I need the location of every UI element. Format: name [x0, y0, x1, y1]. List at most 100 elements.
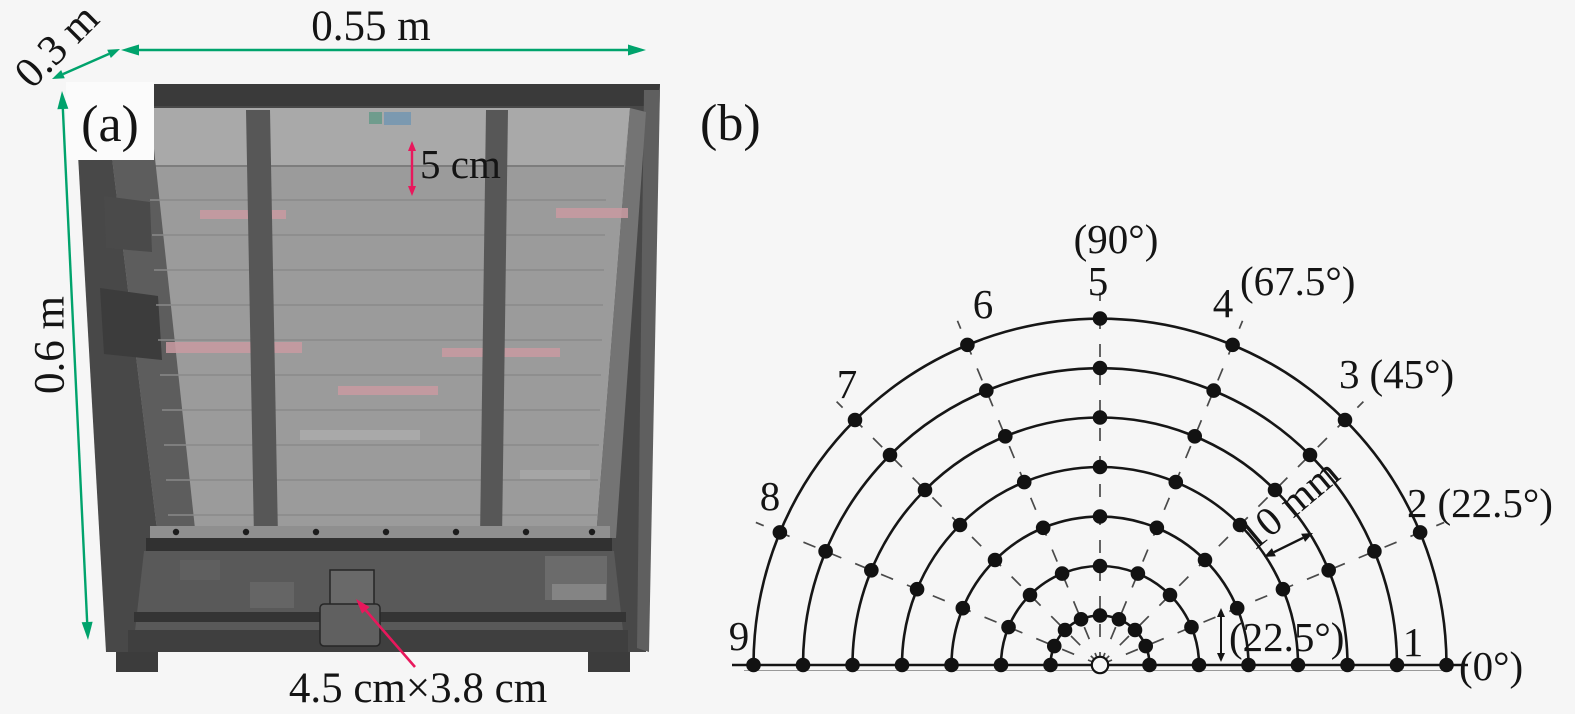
measurement-point [1149, 520, 1165, 536]
measurement-point [1168, 474, 1184, 490]
depth-dim-arrow-head [107, 49, 120, 58]
floor-rail [146, 538, 612, 551]
radial-dashed-line [755, 521, 1101, 666]
ring-spacing-arrow-line [1273, 536, 1304, 554]
measurement-point [818, 544, 833, 559]
outlet-size-label: 4.5 cm×3.8 cm [289, 665, 547, 712]
width-dim-arrow-head [628, 44, 646, 56]
measurement-point [1092, 459, 1108, 475]
teal-patch [369, 112, 382, 124]
measurement-point [1073, 611, 1089, 627]
measurement-point [1439, 657, 1454, 673]
angle-label-22-5: (22.5°) [1438, 480, 1553, 526]
measurement-point [1389, 657, 1405, 673]
height-dim-arrow-line [61, 108, 89, 623]
height-dim-arrow-head [57, 91, 69, 110]
ring-spacing-arrow-head [1264, 548, 1276, 557]
depth-dim-arrow-line [62, 52, 110, 76]
measurement-point [845, 657, 860, 673]
angle-label-0: (0°) [1459, 643, 1523, 689]
measurement-point [1054, 566, 1070, 581]
height-dimension-label: 0.6 m [27, 296, 74, 394]
light-smudge-1 [300, 430, 420, 440]
measurement-point [1043, 657, 1058, 673]
source-center-circle [1090, 655, 1110, 675]
measurement-point [864, 562, 879, 578]
annotation-arrows [52, 44, 1313, 668]
plank-lines [150, 199, 606, 516]
measurement-point [1302, 447, 1318, 463]
outlet-gate-lower [319, 603, 381, 647]
width-dimension-label: 0.55 m [311, 3, 430, 50]
angular-spacing-arrow-head [1217, 608, 1225, 617]
measurement-point [1229, 600, 1245, 616]
measurement-point [1340, 657, 1355, 673]
measurement-point [917, 482, 933, 498]
layer-thickness-label: 5 cm [420, 141, 501, 187]
blue-patch [384, 112, 411, 125]
measurement-point [1206, 383, 1221, 398]
right-post [480, 110, 508, 538]
position-angle-label-2: 2 (22.5°) [1407, 480, 1553, 526]
measurement-point [847, 412, 863, 428]
position-angle-label-3: 3 (45°) [1339, 351, 1454, 397]
measurement-point [1241, 657, 1256, 673]
position-label-5: 5 [1088, 258, 1109, 304]
measurement-point [1092, 410, 1108, 425]
measurement-point [1187, 429, 1203, 444]
radial-dashed-line [836, 401, 1101, 666]
measurement-point [1092, 311, 1108, 326]
measurement-point [1367, 544, 1382, 559]
box-right-edge [637, 90, 660, 652]
measurement-point [997, 429, 1013, 444]
angular-spacing-arrow-head [1217, 653, 1225, 662]
measurement-point [1191, 657, 1207, 673]
measurement-point [955, 600, 971, 616]
measurement-point [1225, 337, 1240, 353]
height-dim-arrow-head [81, 621, 93, 640]
floor-strip [150, 526, 610, 538]
radial-dashed-line [1099, 320, 1244, 666]
left-wall-patch-upper [104, 196, 152, 252]
measurement-point [1057, 622, 1073, 638]
position-label-2: 2 [1407, 480, 1428, 526]
measurement-point [1092, 608, 1108, 623]
position-label-7: 7 [837, 361, 858, 407]
floor-rivets [172, 528, 596, 536]
angle-label-67-5: (67.5°) [1240, 258, 1355, 304]
measurement-point [1142, 657, 1157, 673]
panel-a-label-box [66, 82, 154, 160]
measurement-point [952, 517, 968, 533]
measurement-point [1035, 520, 1051, 536]
apron-mark-4 [180, 560, 220, 580]
measurement-point [1138, 638, 1154, 654]
measurement-point [979, 383, 994, 398]
position-label-9: 9 [729, 613, 750, 659]
measurement-point [1184, 619, 1199, 635]
measurement-point [1016, 474, 1032, 490]
outlet-pointer-arrow-head [356, 599, 370, 614]
measurement-point [1412, 525, 1428, 540]
measurement-point [1275, 581, 1291, 597]
measurement-point [795, 657, 811, 673]
measurement-point [772, 525, 788, 540]
apron-mark-2 [250, 582, 294, 608]
position-label-6: 6 [973, 281, 994, 327]
left-post [246, 110, 278, 538]
box-right-wall [596, 108, 646, 538]
light-smudge-2 [520, 470, 590, 479]
measurement-point [894, 657, 910, 673]
radial-dashed-line [1099, 401, 1364, 666]
measurement-point [1162, 587, 1178, 603]
box-top-band [74, 84, 660, 106]
angle-label-90: (90°) [1074, 216, 1159, 262]
layer-thickness-arrow-head [408, 186, 416, 196]
measurement-point [1232, 517, 1248, 533]
measurement-point [1092, 509, 1108, 524]
measurement-point [960, 337, 975, 353]
depth-dim-arrow-head [52, 70, 65, 79]
measurement-point [1337, 412, 1353, 428]
layer-thickness-arrow-head [408, 141, 416, 151]
